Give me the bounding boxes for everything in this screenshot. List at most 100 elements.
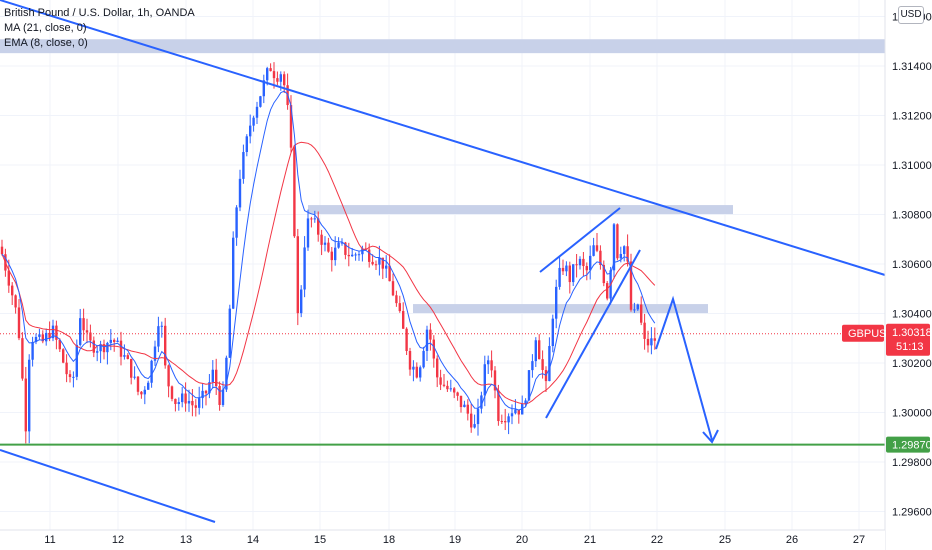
candle-body [187,400,191,404]
resistance-zone [308,205,733,215]
candle-body [68,374,72,378]
candle-body [255,106,259,118]
candle-body [473,424,476,428]
candle-body [245,136,248,153]
candle-body [218,386,221,405]
candle-body [75,344,78,377]
time-tick-label: 21 [584,534,596,546]
candle-body [497,390,500,422]
candle-body [541,359,544,370]
candle-body [24,378,27,432]
candle-body [170,386,174,399]
price-tick-label: 1.30800 [892,210,932,222]
candle-body [283,74,286,86]
candle-body [612,224,616,271]
price-axis[interactable]: 1.29600 1.29800 1.30000 1.30200 1.30400 1.306… [884,0,932,550]
time-tick-label: 15 [314,534,326,546]
candle-body [289,105,293,148]
candle-body [490,360,493,371]
wedge-lower-line [545,249,641,419]
candle-body [31,342,34,360]
time-axis-bg [0,530,885,550]
candle-body [643,322,646,339]
candle-body [439,377,442,385]
candle-body [153,346,157,361]
candle-body [204,390,208,394]
time-tick-label: 13 [180,534,192,546]
candle-body [337,242,340,248]
candle-body [259,96,262,107]
candle-body [378,257,381,265]
candle-body [269,68,272,72]
candle-body [599,250,602,265]
candle-body [368,249,371,262]
candle-body [330,251,333,261]
descending-trendline [0,0,886,276]
candle-body [238,178,242,208]
candle-body [633,309,636,311]
drawings[interactable] [0,0,886,523]
candle-body [453,388,456,393]
candle-body [436,358,439,378]
candle-body [266,68,269,81]
candlesticks [0,62,656,444]
candle-body [96,351,99,353]
candle-body [276,78,279,82]
candle-body [561,267,565,272]
resistance-zone [0,39,885,54]
resistance-zone [413,304,708,314]
candle-body [126,355,129,359]
candle-body [575,264,578,266]
candle-body [130,358,133,378]
candle-body [279,74,282,82]
candle-body [11,285,14,296]
ema-legend[interactable]: EMA (8, close, 0) [4,37,88,49]
ma-legend[interactable]: MA (21, close, 0) [4,22,87,34]
time-axis[interactable]: 11 12 13 14 15 18 19 20 21 22 25 26 27 [0,529,885,550]
candle-body [419,367,422,378]
candle-body [582,258,585,267]
price-tick-label: 1.30600 [892,259,932,271]
candle-body [272,71,276,79]
candle-body [504,421,507,423]
candle-body [442,384,446,386]
candle-body [306,218,310,248]
candle-body [157,326,160,347]
time-tick-label: 27 [853,534,865,546]
candle-body [391,281,395,296]
candle-body [34,336,38,342]
candle-body [177,402,180,405]
candle-body [116,340,119,342]
candle-body [381,257,384,269]
candle-body [572,264,575,283]
candle-body [249,125,252,137]
symbol-title[interactable]: British Pound / U.S. Dollar, 1h, OANDA [4,7,195,19]
candle-body [123,355,126,357]
candle-body [41,334,44,342]
currency-button[interactable]: USD [898,6,924,24]
lower-channel-line [0,449,216,523]
candle-body [89,332,92,341]
candle-body [354,254,357,256]
candle-body [303,247,306,290]
candle-body [507,416,510,423]
candle-body [296,236,299,314]
candle-body [585,266,588,271]
candle-body [487,360,490,365]
candle-body [7,270,10,286]
candle-body [72,376,75,378]
candle-body [340,242,344,244]
candle-body [344,242,347,255]
candle-body [191,400,194,406]
price-tick-label: 1.31200 [892,111,932,123]
time-tick-label: 12 [112,534,124,546]
candle-body [568,265,571,283]
resistance-zones [0,39,885,314]
candle-body [65,362,68,375]
support-tag [886,436,930,453]
candle-body [119,340,123,357]
candle-body [58,339,61,350]
candle-body [14,295,17,308]
price-tick-label: 1.29800 [892,457,932,469]
